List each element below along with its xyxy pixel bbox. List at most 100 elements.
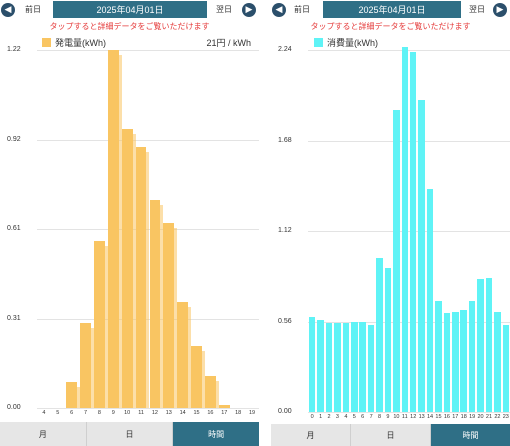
next-day-label: 翌日 [216,5,232,14]
x-tick-label: 4 [42,410,46,416]
legend-swatch [314,38,323,47]
y-tick-label: 1.22 [7,46,21,53]
legend-label: 発電量(kWh) [55,38,106,48]
x-tick-label: 7 [84,410,88,416]
bar[interactable] [460,310,467,412]
tab-month[interactable]: 月 [0,422,87,446]
x-tick-label: 23 [502,414,509,420]
x-tick-label: 20 [477,414,484,420]
tab-hour[interactable]: 時間 [431,424,510,446]
x-tick-label: 8 [97,410,101,416]
x-tick-label: 11 [138,410,144,416]
tab-day[interactable]: 日 [351,424,431,446]
bar[interactable] [367,324,375,412]
unit-price: 21円 / kWh [206,38,251,48]
bar[interactable] [317,319,324,412]
gridline [308,412,510,413]
prev-day-label: 前日 [25,5,41,14]
bar[interactable] [177,302,189,408]
x-tick-label: 22 [494,414,501,420]
bar[interactable] [334,323,341,412]
x-tick-label: 3 [335,414,339,420]
bar[interactable] [80,322,91,408]
x-tick-label: 11 [401,414,408,420]
bar[interactable] [376,258,383,412]
x-tick-label: 17 [452,414,459,420]
x-tick-label: 19 [249,410,256,416]
tap-hint: タップすると詳細データをご覧いただけます [49,22,210,31]
x-tick-label: 10 [393,414,400,420]
bar[interactable] [418,100,425,412]
x-tick-label: 4 [344,414,348,420]
x-tick-label: 14 [426,414,434,420]
x-tick-label: 6 [361,414,365,420]
x-tick-label: 19 [469,414,476,420]
gridline [37,139,259,141]
bar[interactable] [384,268,392,412]
tap-hint: タップすると詳細データをご覧いただけます [310,22,471,31]
bar[interactable] [485,277,493,412]
y-tick-label: 1.12 [278,227,292,234]
bar[interactable] [107,50,119,408]
prev-day-button[interactable]: ◀ 前日 [1,0,41,19]
consumption-panel: ◀ 前日 2025年04月01日 翌日 ▶ タップすると詳細データをご覧いただけ… [271,0,510,446]
bar[interactable] [426,188,434,412]
gridline [308,321,510,323]
bar[interactable] [163,223,175,408]
bar[interactable] [477,279,484,412]
x-tick-label: 16 [207,410,214,416]
bar[interactable] [135,146,147,408]
bar[interactable] [502,324,510,412]
bar[interactable] [452,311,459,412]
bar[interactable] [308,316,316,412]
bar[interactable] [494,311,501,412]
date-display[interactable]: 2025年04月01日 [53,1,207,18]
bar[interactable] [443,313,451,412]
x-tick-label: 5 [56,410,60,416]
bar[interactable] [121,129,133,408]
gridline [308,140,510,142]
x-tick-label: 13 [165,410,172,416]
chart-legend: 発電量(kWh) [42,36,106,49]
bar[interactable] [149,199,161,408]
x-tick-label: 8 [378,414,382,420]
bar[interactable] [468,300,476,412]
prev-day-label: 前日 [294,5,310,14]
y-tick-label: 0.61 [7,225,21,232]
y-tick-label: 0.56 [278,317,292,325]
bar[interactable] [218,405,230,408]
x-tick-label: 12 [410,414,417,420]
gridline [308,50,510,51]
consumption-chart[interactable] [308,46,510,413]
generation-chart[interactable] [37,50,259,409]
next-day-button[interactable]: 翌日 ▶ [216,0,256,19]
next-day-button[interactable]: 翌日 ▶ [469,0,507,19]
x-tick-label: 13 [418,414,425,420]
tab-day[interactable]: 日 [87,422,174,446]
period-tabs: 月 日 時間 [0,422,259,446]
bar[interactable] [325,323,333,412]
tab-month[interactable]: 月 [271,424,351,446]
x-tick-label: 1 [319,414,323,420]
date-display[interactable]: 2025年04月01日 [323,1,461,18]
bar[interactable] [359,321,366,412]
bar[interactable] [435,300,442,412]
bar[interactable] [191,346,202,408]
bar[interactable] [342,323,350,412]
next-day-label: 翌日 [469,5,485,14]
chart-legend: 消費量(kWh) [314,36,378,49]
bar[interactable] [409,51,417,412]
x-tick-label: 12 [151,410,158,416]
bar[interactable] [66,381,78,408]
bar[interactable] [205,375,216,408]
arrow-left-icon: ◀ [272,2,286,17]
bar[interactable] [401,46,409,412]
prev-day-button[interactable]: ◀ 前日 [272,0,310,19]
x-tick-label: 10 [124,410,131,416]
bar[interactable] [351,321,358,412]
bar[interactable] [94,240,105,408]
bar[interactable] [393,109,400,412]
legend-label: 消費量(kWh) [327,38,378,48]
x-tick-label: 2 [327,414,331,420]
tab-hour[interactable]: 時間 [173,422,259,446]
